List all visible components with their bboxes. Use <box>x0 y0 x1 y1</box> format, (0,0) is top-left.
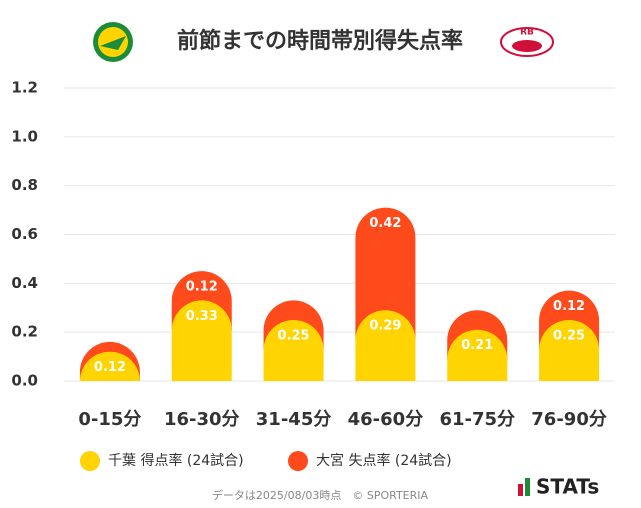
data-label: 0.12 <box>553 299 585 314</box>
y-tick-label: 0.2 <box>11 323 38 341</box>
legend-marker <box>80 451 100 471</box>
y-tick-label: 0.4 <box>11 274 38 292</box>
away-logo: RB <box>500 27 554 57</box>
bar-segment <box>539 319 600 381</box>
y-tick-label: 0.8 <box>11 176 38 194</box>
home-logo <box>93 22 133 62</box>
data-label: 0.21 <box>461 338 493 353</box>
legend-label: 千葉 得点率 (24試合) <box>108 452 244 469</box>
bar-segment <box>263 319 324 381</box>
data-label: 0.12 <box>94 360 126 375</box>
x-tick-label: 46-60分 <box>348 409 424 430</box>
footer: データは2025/08/03時点 © SPORTERIA <box>212 488 429 502</box>
data-label: 0.25 <box>278 328 310 343</box>
x-tick-label: 61-75分 <box>439 409 515 430</box>
brand-logo: STATs <box>518 475 599 499</box>
legend-label: 大宮 失点率 (24試合) <box>316 452 452 469</box>
bar-segment <box>447 329 508 381</box>
data-label: 0.12 <box>186 280 218 295</box>
y-tick-label: 1.2 <box>11 79 38 97</box>
data-label: 0.33 <box>186 309 218 324</box>
svg-text:RB: RB <box>520 28 534 38</box>
bar-segment <box>79 351 140 381</box>
x-tick-label: 76-90分 <box>531 409 607 430</box>
x-tick-label: 31-45分 <box>256 409 332 430</box>
data-label: 0.29 <box>369 319 401 334</box>
chart-title: 前節までの時間帯別得失点率 <box>177 28 463 54</box>
x-tick-label: 0-15分 <box>78 409 141 430</box>
y-tick-label: 0.0 <box>11 372 38 390</box>
y-tick-label: 0.6 <box>11 225 38 243</box>
bar-segment <box>355 207 416 341</box>
data-label: 0.25 <box>553 328 585 343</box>
x-tick-label: 16-30分 <box>164 409 240 430</box>
legend-marker <box>288 451 308 471</box>
brand: STATs <box>536 475 599 499</box>
y-tick-label: 1.0 <box>11 127 38 145</box>
bar-segment <box>171 300 232 381</box>
bar-segment <box>355 310 416 381</box>
data-label: 0.42 <box>369 216 401 231</box>
